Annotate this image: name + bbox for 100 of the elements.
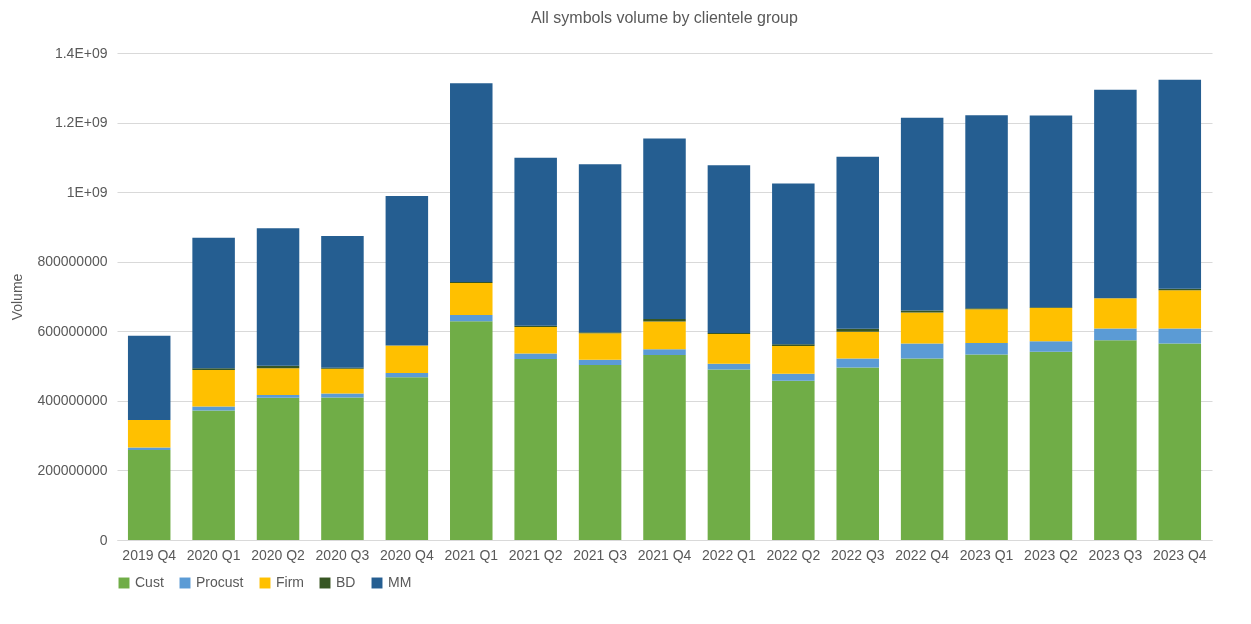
y-tick-label: 400000000 <box>37 392 108 409</box>
bar <box>385 373 429 378</box>
bar <box>965 309 1008 344</box>
legend-label: Procust <box>196 574 244 590</box>
bar <box>256 228 300 366</box>
y-tick-label: 800000000 <box>37 253 108 270</box>
bar <box>707 165 751 334</box>
x-tick-label: 2022 Q3 <box>830 546 885 563</box>
bar <box>965 354 1008 540</box>
x-tick-label: 2019 Q4 <box>122 546 177 563</box>
bar <box>514 327 557 354</box>
bar <box>836 358 879 368</box>
bar <box>900 312 944 344</box>
bar <box>836 331 879 359</box>
bar <box>192 369 235 407</box>
bar <box>1029 341 1073 352</box>
bar <box>1158 290 1202 329</box>
bar <box>192 406 235 411</box>
x-tick-label: 2022 Q4 <box>895 546 950 563</box>
y-tick-label: 1E+09 <box>66 183 108 200</box>
bar <box>772 380 815 540</box>
bar <box>192 237 235 369</box>
legend-label: Firm <box>276 574 304 590</box>
bar <box>1029 307 1073 342</box>
y-tick-label: 1.4E+09 <box>54 44 108 61</box>
bar <box>1158 343 1202 540</box>
x-tick-label: 2023 Q4 <box>1152 546 1207 563</box>
x-tick-label: 2021 Q3 <box>573 546 628 563</box>
bar <box>578 164 622 333</box>
bar <box>643 349 686 355</box>
x-tick-label: 2021 Q2 <box>508 546 563 563</box>
bar <box>514 157 557 326</box>
bar <box>192 410 235 540</box>
x-tick-label: 2021 Q4 <box>637 546 692 563</box>
bar <box>127 449 171 540</box>
y-axis-title: Volume <box>9 273 26 321</box>
bar <box>836 328 879 332</box>
bar <box>965 343 1008 355</box>
bar <box>514 359 557 540</box>
bar <box>578 365 622 540</box>
x-tick-label: 2020 Q3 <box>315 546 370 563</box>
bar <box>707 369 751 540</box>
x-tick-label: 2023 Q1 <box>959 546 1014 563</box>
bar <box>385 377 429 540</box>
bar <box>385 345 429 374</box>
x-tick-label: 2020 Q4 <box>379 546 434 563</box>
bar <box>1158 328 1202 344</box>
bar <box>772 183 815 345</box>
bar <box>836 367 879 540</box>
bar <box>514 353 557 360</box>
legend-label: BD <box>336 574 356 590</box>
bar <box>256 368 300 395</box>
x-tick-label: 2022 Q1 <box>702 546 756 563</box>
legend-label: MM <box>388 574 412 590</box>
y-tick-label: 0 <box>99 531 108 548</box>
bar <box>1094 328 1137 341</box>
bar <box>385 195 429 346</box>
bar <box>643 138 686 320</box>
bar <box>707 363 751 370</box>
y-tick-label: 600000000 <box>37 322 108 339</box>
bar <box>900 358 944 540</box>
legend-label: Cust <box>135 574 164 590</box>
bar <box>1029 351 1073 540</box>
bar <box>127 447 171 450</box>
x-tick-label: 2020 Q1 <box>186 546 241 563</box>
x-tick-label: 2022 Q2 <box>766 546 821 563</box>
bar <box>772 373 815 381</box>
bar <box>450 282 493 315</box>
bar <box>256 397 300 540</box>
bar <box>1029 115 1073 308</box>
x-tick-label: 2023 Q3 <box>1088 546 1143 563</box>
bar <box>1094 89 1137 299</box>
bar <box>1158 79 1202 289</box>
bar <box>772 345 815 374</box>
x-tick-label: 2020 Q2 <box>251 546 306 563</box>
bar <box>707 334 751 364</box>
bar <box>450 83 493 282</box>
bar <box>1094 340 1137 540</box>
bar <box>836 156 879 329</box>
bar <box>643 321 686 350</box>
bar <box>321 235 364 368</box>
x-tick-label: 2021 Q1 <box>444 546 499 563</box>
bar <box>321 397 364 540</box>
x-tick-label: 2023 Q2 <box>1024 546 1079 563</box>
y-tick-label: 200000000 <box>37 461 108 478</box>
bar <box>1094 298 1137 329</box>
bar <box>578 359 622 366</box>
bar <box>321 368 364 394</box>
bar <box>900 310 944 313</box>
bar <box>578 333 622 360</box>
bar <box>450 321 493 540</box>
bar <box>900 343 944 359</box>
bar <box>643 319 686 322</box>
bar <box>127 419 171 448</box>
y-tick-label: 1.2E+09 <box>54 114 108 131</box>
bar <box>965 115 1008 309</box>
chart-title: All symbols volume by clientele group <box>531 9 798 26</box>
bar <box>256 394 300 398</box>
bar <box>450 314 493 322</box>
bar <box>643 354 686 540</box>
